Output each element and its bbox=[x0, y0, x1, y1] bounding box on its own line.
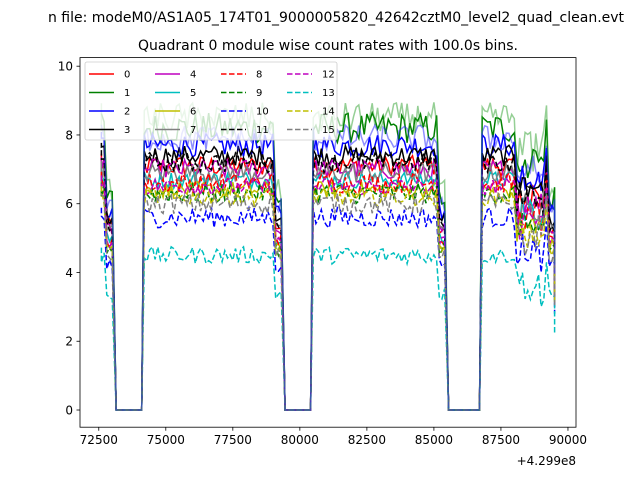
series-line-12 bbox=[100, 175, 556, 411]
legend-label: 12 bbox=[322, 70, 335, 81]
y-tick-label: 0 bbox=[65, 404, 73, 418]
x-tick-label: 75000 bbox=[147, 433, 185, 447]
x-tick-label: 90000 bbox=[549, 433, 587, 447]
series-line-13 bbox=[100, 245, 556, 411]
legend-label: 9 bbox=[256, 88, 262, 99]
series-line-5 bbox=[100, 168, 556, 411]
legend-label: 15 bbox=[322, 125, 335, 136]
y-tick-label: 10 bbox=[58, 60, 73, 74]
x-tick-label: 72500 bbox=[80, 433, 118, 447]
x-tick-label: 82500 bbox=[348, 433, 386, 447]
legend-label: 3 bbox=[124, 125, 130, 136]
plot-area: 72500 75000 77500 80000 82500 85000 87500 90000… bbox=[58, 57, 587, 468]
y-tick-label: 2 bbox=[65, 335, 73, 349]
series-line-15 bbox=[100, 191, 556, 411]
legend-label: 6 bbox=[190, 107, 196, 118]
legend-label: 11 bbox=[256, 125, 269, 136]
x-axis: 72500 75000 77500 80000 82500 85000 87500 90000 bbox=[80, 427, 587, 447]
y-axis: 0 2 4 6 8 10 bbox=[58, 60, 80, 418]
x-tick-label: 80000 bbox=[281, 433, 319, 447]
y-tick-label: 8 bbox=[65, 128, 73, 142]
legend-label: 0 bbox=[124, 70, 130, 81]
legend-label: 2 bbox=[124, 107, 130, 118]
legend-label: 5 bbox=[190, 88, 196, 99]
legend-label: 14 bbox=[322, 107, 335, 118]
x-tick-label: 77500 bbox=[214, 433, 252, 447]
legend-label: 10 bbox=[256, 107, 269, 118]
legend-label: 13 bbox=[322, 88, 335, 99]
legend-label: 8 bbox=[256, 70, 262, 81]
x-tick-label: 85000 bbox=[415, 433, 453, 447]
axes-frame bbox=[79, 57, 577, 428]
x-offset-label: +4.299e8 bbox=[517, 454, 576, 468]
legend-frame bbox=[84, 61, 338, 141]
figure-suptitle: n file: modeM0/AS1A05_174T01_9000005820_… bbox=[48, 10, 625, 26]
series-line-11 bbox=[100, 149, 556, 411]
series-line-4 bbox=[100, 156, 556, 411]
legend-label: 4 bbox=[190, 70, 196, 81]
series-line-10 bbox=[100, 205, 556, 411]
y-tick-label: 6 bbox=[65, 197, 73, 211]
chart-title: Quadrant 0 module wise count rates with … bbox=[138, 38, 518, 54]
x-tick-label: 87500 bbox=[482, 433, 520, 447]
series-line-7 bbox=[100, 160, 556, 411]
legend-label: 7 bbox=[190, 125, 196, 136]
legend-label: 1 bbox=[124, 88, 130, 99]
y-tick-label: 4 bbox=[65, 266, 73, 280]
